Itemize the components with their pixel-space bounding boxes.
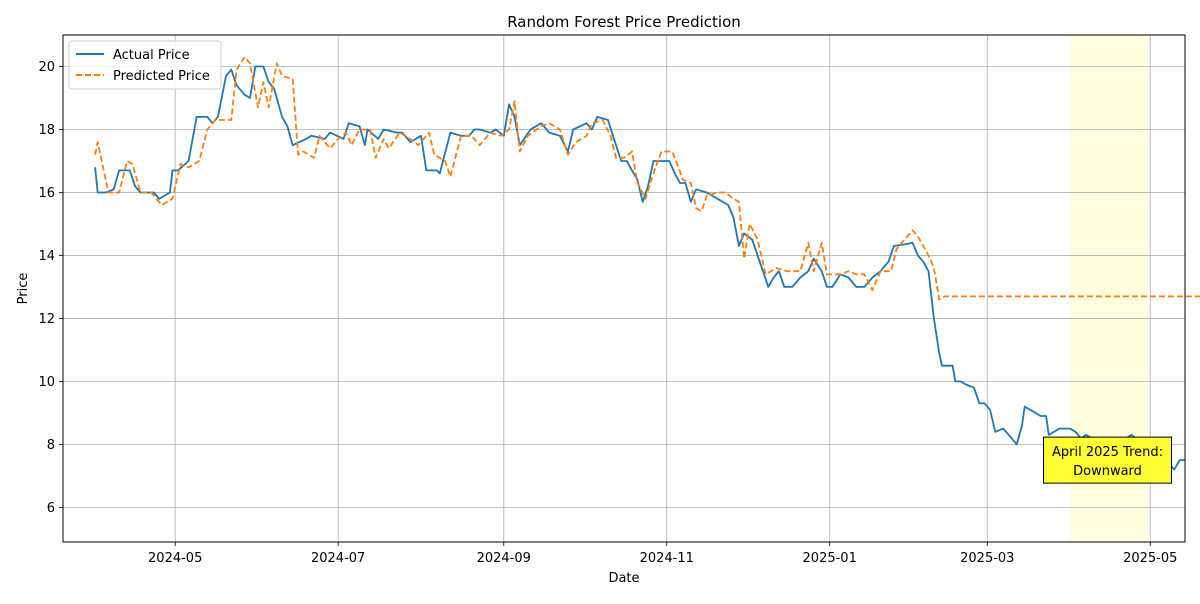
y-axis-ticks: 6 8 10 12 14 16 18 20 <box>38 60 63 516</box>
y-tick-label: 18 <box>38 123 55 138</box>
y-tick-label: 6 <box>47 501 55 516</box>
x-tick-label: 2025-01 <box>803 551 857 566</box>
y-tick-label: 10 <box>38 375 55 390</box>
trend-annotation-line2: Downward <box>1073 464 1142 479</box>
series-line-predicted-price <box>94 56 1200 301</box>
series-layer <box>94 56 1200 471</box>
y-tick-label: 14 <box>38 249 55 264</box>
legend-box <box>68 40 222 90</box>
trend-annotation-box <box>1043 436 1173 484</box>
legend-label-actual: Actual Price <box>113 48 190 63</box>
y-axis-title: Price <box>16 273 31 305</box>
trend-annotation-line1: April 2025 Trend: <box>1052 445 1163 460</box>
y-tick-label: 16 <box>38 186 55 201</box>
y-tick-label: 20 <box>38 60 55 75</box>
legend-label-predicted: Predicted Price <box>113 69 210 84</box>
x-tick-label: 2024-11 <box>640 551 694 566</box>
trend-annotation: April 2025 Trend: Downward <box>1043 436 1173 484</box>
x-tick-label: 2024-05 <box>148 551 202 566</box>
x-tick-label: 2024-07 <box>311 551 365 566</box>
x-axis-title: Date <box>608 571 639 586</box>
x-tick-label: 2024-09 <box>477 551 531 566</box>
plot-frame <box>62 34 1186 543</box>
y-tick-label: 8 <box>47 438 55 453</box>
y-tick-label: 12 <box>38 312 55 327</box>
legend: Actual Price Predicted Price <box>68 40 222 90</box>
chart-title: Random Forest Price Prediction <box>507 13 741 31</box>
grid <box>63 35 1185 542</box>
x-axis-ticks: 2024-05 2024-07 2024-09 2024-11 2025-01 2025-… <box>148 542 1177 566</box>
series-line-actual-price <box>94 65 1185 471</box>
x-tick-label: 2025-05 <box>1123 551 1177 566</box>
x-tick-label: 2025-03 <box>960 551 1014 566</box>
